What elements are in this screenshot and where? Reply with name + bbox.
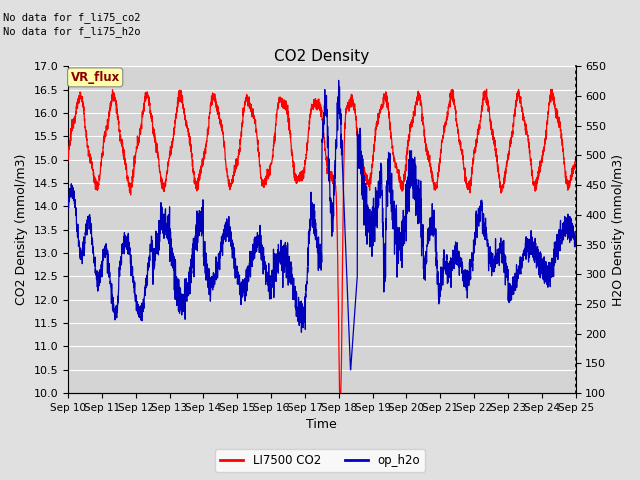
Text: No data for f_li75_h2o: No data for f_li75_h2o bbox=[3, 26, 141, 37]
Title: CO2 Density: CO2 Density bbox=[274, 48, 369, 63]
Text: VR_flux: VR_flux bbox=[70, 71, 120, 84]
Legend: LI7500 CO2, op_h2o: LI7500 CO2, op_h2o bbox=[215, 449, 425, 472]
Y-axis label: H2O Density (mmol/m3): H2O Density (mmol/m3) bbox=[612, 154, 625, 306]
Y-axis label: CO2 Density (mmol/m3): CO2 Density (mmol/m3) bbox=[15, 154, 28, 305]
X-axis label: Time: Time bbox=[307, 419, 337, 432]
Text: No data for f_li75_co2: No data for f_li75_co2 bbox=[3, 12, 141, 23]
